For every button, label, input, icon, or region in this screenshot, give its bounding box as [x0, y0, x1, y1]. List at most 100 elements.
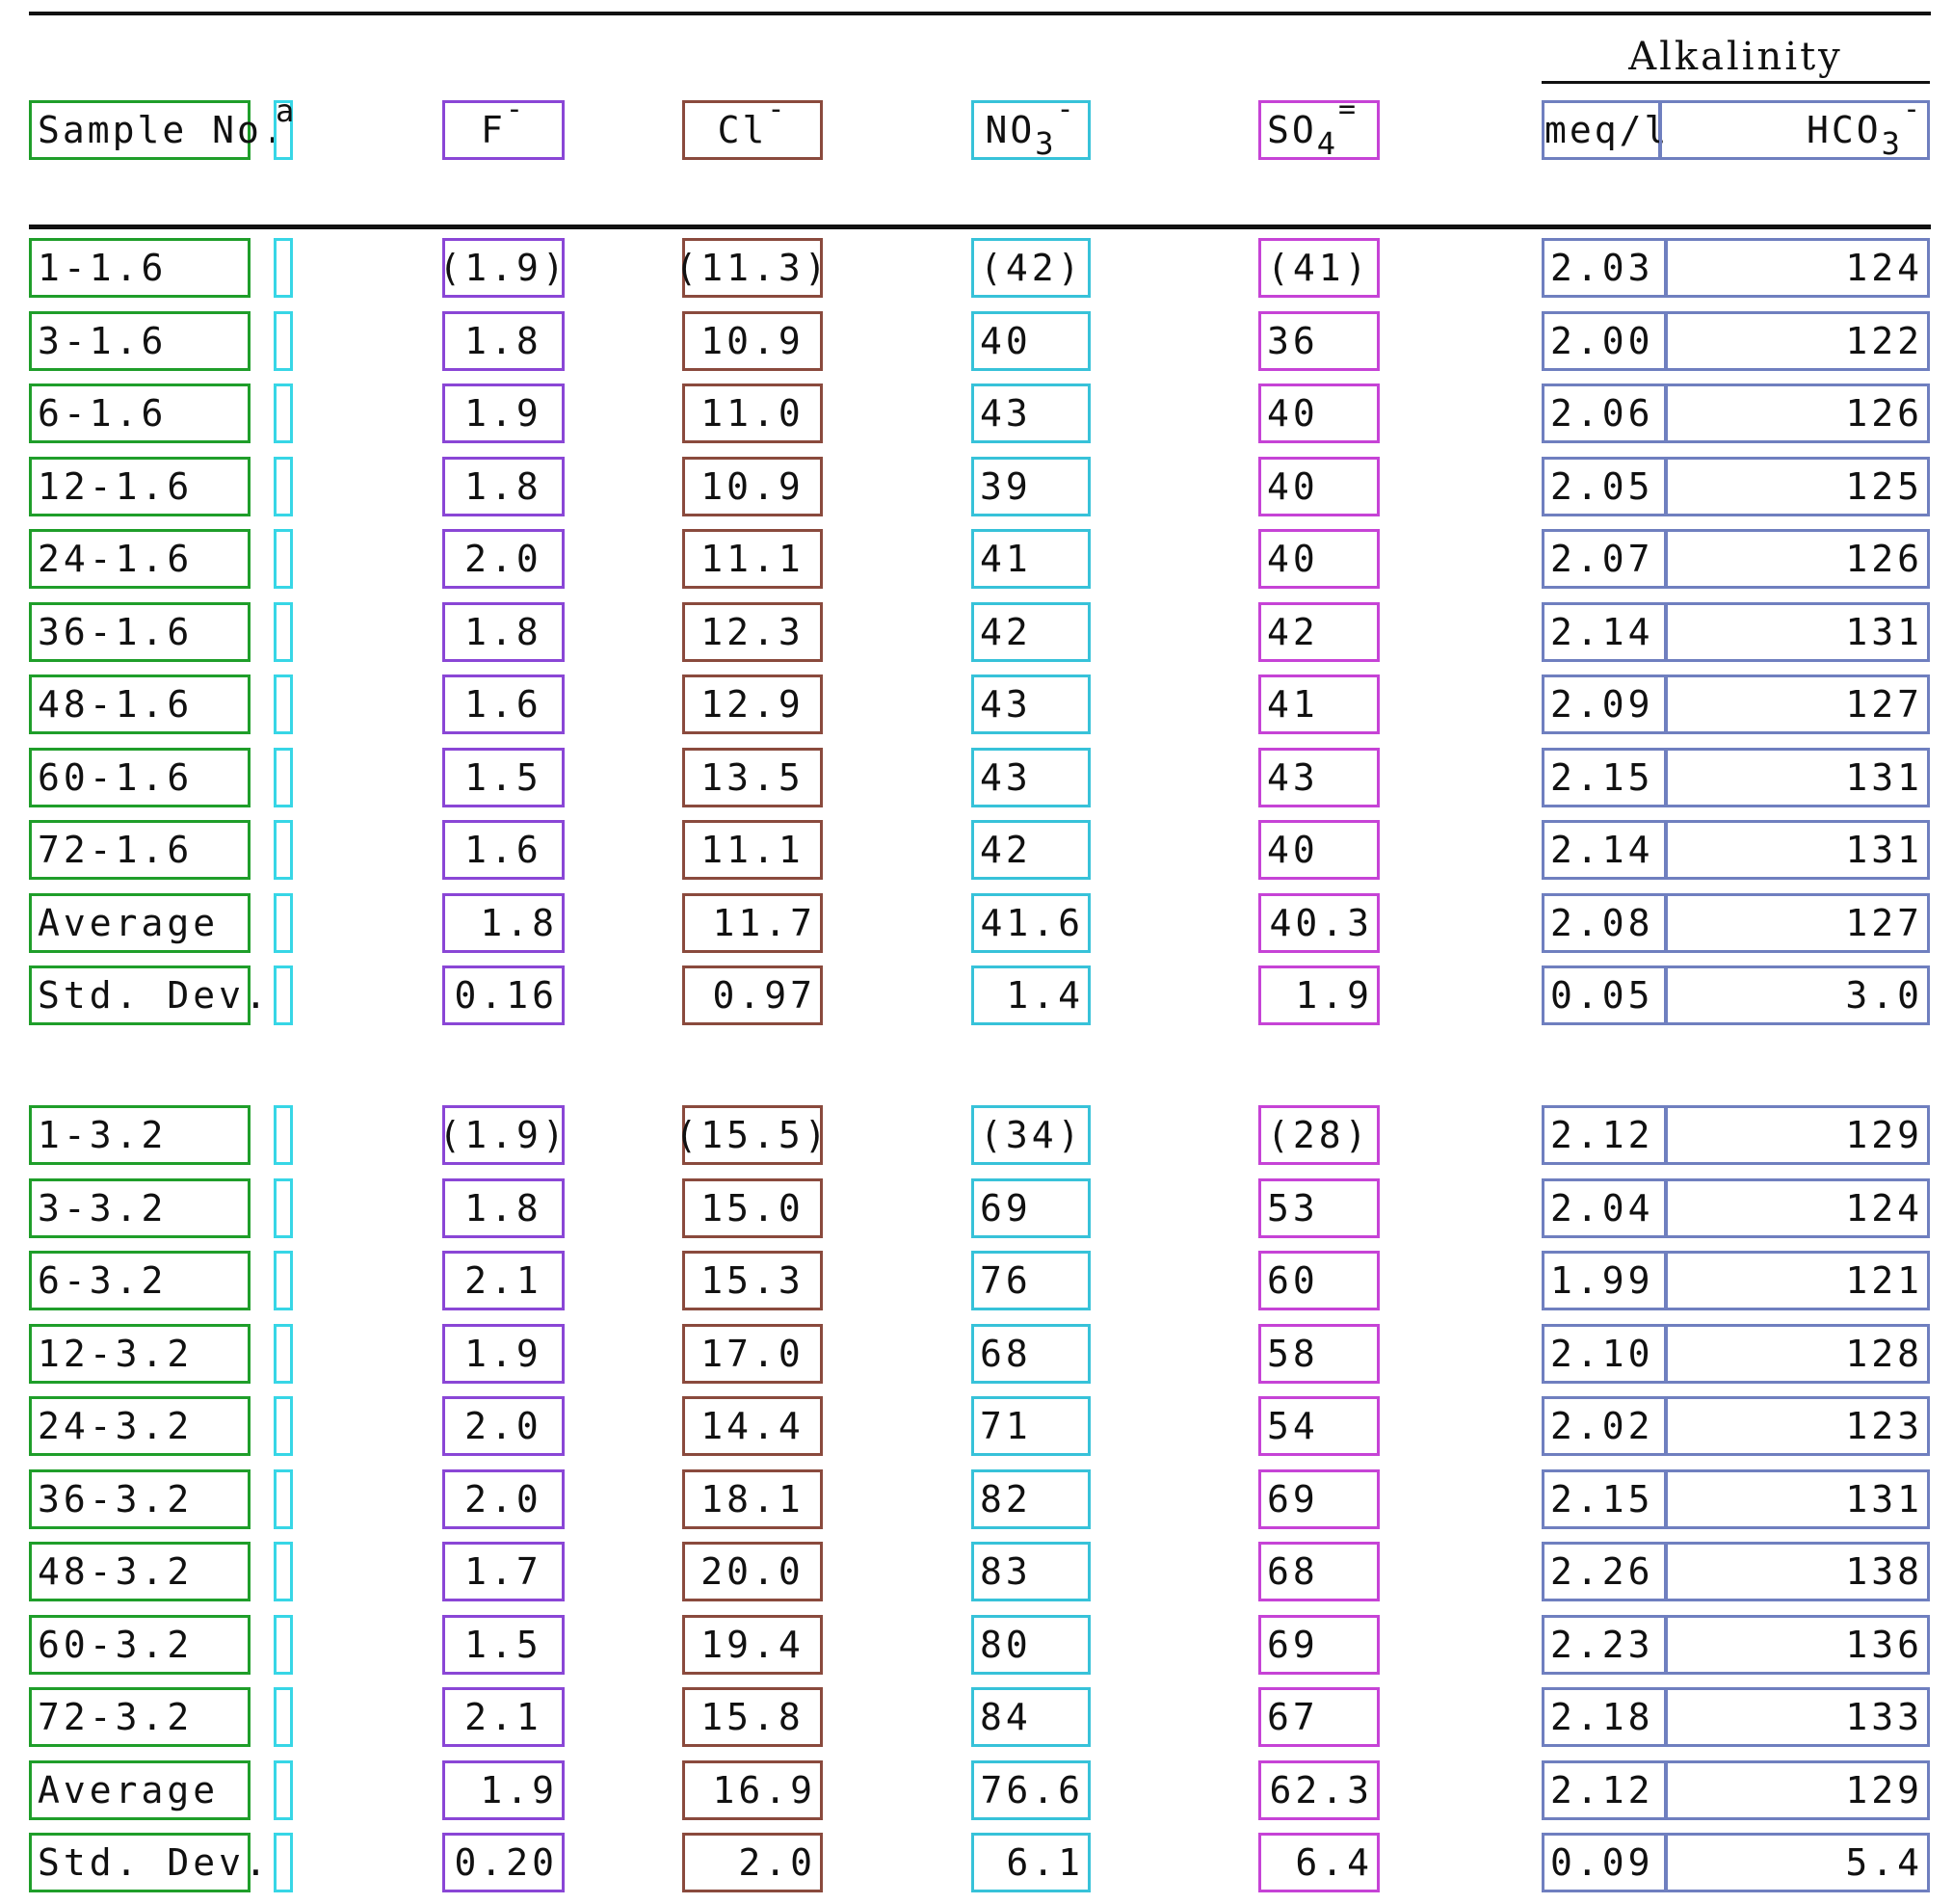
table-row-so4-value: 67: [1267, 1696, 1319, 1738]
table-row-sample-cell: 72-1.6: [29, 820, 251, 880]
table-row-so4-cell: 69: [1258, 1615, 1380, 1675]
table-row-sample-cell: 12-1.6: [29, 457, 251, 516]
header-so4-sub: 4: [1316, 125, 1339, 162]
table-row-cl-value: 12.9: [700, 683, 805, 726]
table-row-so4-value: 40: [1267, 392, 1319, 435]
table-row-f-cell: 2.1: [442, 1251, 565, 1310]
table-row-f-cell: (1.9): [438, 238, 565, 298]
table-row-sample-cell: 60-1.6: [29, 748, 251, 807]
table-row-f-value: 1.9: [464, 1333, 542, 1375]
stddev-row-sample-value: Std. Dev.: [38, 974, 271, 1017]
table-row-meq-value: 2.12: [1550, 1114, 1654, 1156]
table-row-cl-cell: 12.9: [682, 674, 823, 734]
table-row-f-value: 1.5: [464, 1624, 542, 1666]
header-f: F-: [442, 93, 565, 160]
table-row-f-value: 1.9: [464, 392, 542, 435]
table-row-no3-value: 42: [980, 611, 1032, 653]
stddev-row-footnote-cell: [274, 1833, 293, 1892]
table-row-footnote-cell: [274, 1615, 293, 1675]
table-row-hco3-cell: 125: [1665, 457, 1930, 516]
table-row-footnote-cell: [274, 1251, 293, 1310]
table-row-meq-cell: 2.00: [1542, 311, 1667, 371]
stddev-row-f-value: 0.20: [454, 1841, 558, 1884]
table-row-meq-value: 2.26: [1550, 1550, 1654, 1593]
table-row-meq-cell: 2.23: [1542, 1615, 1667, 1675]
header-meq: meq/l: [1542, 100, 1666, 160]
table-row-cl-value: 11.0: [700, 392, 805, 435]
stddev-row-meq-cell: 0.05: [1542, 965, 1667, 1025]
table-row-hco3-value: 123: [1845, 1405, 1923, 1447]
stddev-row-cl-value: 0.97: [712, 974, 816, 1017]
table-row-sample-cell: 6-3.2: [29, 1251, 251, 1310]
table-row-cl-value: 13.5: [700, 756, 805, 799]
table-row-no3-value: (34): [980, 1114, 1084, 1156]
table-row-f-cell: 2.0: [442, 1396, 565, 1456]
table-row-cl-cell: 18.1: [682, 1469, 823, 1529]
table-row-hco3-cell: 136: [1665, 1615, 1930, 1675]
table-row-no3-value: (42): [980, 247, 1084, 289]
table-row-sample-value: 72-3.2: [38, 1696, 194, 1738]
table-row-cl-value: 10.9: [700, 465, 805, 508]
stddev-row-meq-value: 0.05: [1550, 974, 1654, 1017]
average-row-cl-value: 11.7: [712, 902, 816, 944]
table-row-sample-cell: 48-1.6: [29, 674, 251, 734]
table-row-hco3-cell: 127: [1665, 674, 1930, 734]
table-row-meq-value: 2.14: [1550, 829, 1654, 871]
table-row-meq-value: 2.07: [1550, 538, 1654, 580]
table-row-f-value: 2.0: [464, 1478, 542, 1521]
table-row-sample-value: 60-3.2: [38, 1624, 194, 1666]
table-row-f-cell: 2.1: [442, 1687, 565, 1747]
table-row-so4-value: 36: [1267, 320, 1319, 362]
average-row-cl-value: 16.9: [712, 1769, 816, 1811]
table-row-meq-cell: 2.03: [1542, 238, 1667, 298]
header-cl-charge: -: [767, 92, 788, 126]
table-row-meq-cell: 2.09: [1542, 674, 1667, 734]
table-row-hco3-value: 122: [1845, 320, 1923, 362]
table-row-sample-cell: 36-1.6: [29, 602, 251, 662]
table-row-meq-value: 1.99: [1550, 1259, 1654, 1302]
table-row-f-value: (1.9): [438, 1114, 568, 1156]
table-row-cl-cell: 14.4: [682, 1396, 823, 1456]
stddev-row-so4-value: 6.4: [1295, 1841, 1373, 1884]
table-row-meq-value: 2.18: [1550, 1696, 1654, 1738]
table-row-no3-cell: 71: [971, 1396, 1091, 1456]
table-row-footnote-cell: [274, 1105, 293, 1165]
table-row-so4-value: 40: [1267, 538, 1319, 580]
table-row-cl-cell: 11.1: [682, 529, 823, 589]
table-row-no3-cell: 84: [971, 1687, 1091, 1747]
stddev-row-no3-value: 6.1: [1006, 1841, 1084, 1884]
table-row-no3-cell: 82: [971, 1469, 1091, 1529]
average-row-no3-value: 41.6: [980, 902, 1084, 944]
table-row-sample-cell: 3-1.6: [29, 311, 251, 371]
table-row-meq-cell: 1.99: [1542, 1251, 1667, 1310]
table-row-meq-cell: 2.14: [1542, 602, 1667, 662]
table-row-sample-value: 6-1.6: [38, 392, 168, 435]
table-row-meq-value: 2.09: [1550, 683, 1654, 726]
stddev-row-footnote-cell: [274, 965, 293, 1025]
table-row-meq-value: 2.02: [1550, 1405, 1654, 1447]
table-row-so4-value: 54: [1267, 1405, 1319, 1447]
header-sample-no-text: Sample No.: [38, 109, 287, 151]
average-row-cl-cell: 16.9: [682, 1760, 823, 1820]
table-row-sample-value: 36-3.2: [38, 1478, 194, 1521]
table-row-cl-cell: 20.0: [682, 1542, 823, 1601]
table-row-hco3-value: 131: [1845, 756, 1923, 799]
table-row-so4-cell: 53: [1258, 1178, 1380, 1238]
stddev-row-f-value: 0.16: [454, 974, 558, 1017]
table-row-no3-cell: 80: [971, 1615, 1091, 1675]
table-row-no3-value: 76: [980, 1259, 1032, 1302]
stddev-row-so4-cell: 1.9: [1258, 965, 1380, 1025]
table-row-sample-cell: 24-3.2: [29, 1396, 251, 1456]
stddev-row-sample-cell: Std. Dev.: [29, 965, 267, 1025]
table-row-f-value: (1.9): [438, 247, 568, 289]
table-row-so4-cell: 42: [1258, 602, 1380, 662]
table-row-so4-value: 40: [1267, 465, 1319, 508]
table-row-cl-value: 17.0: [700, 1333, 805, 1375]
table-row-sample-value: 24-3.2: [38, 1405, 194, 1447]
alkalinity-rule: [1542, 81, 1930, 84]
table-row-footnote-cell: [274, 383, 293, 443]
stddev-row-no3-cell: 1.4: [971, 965, 1091, 1025]
table-row-so4-value: (41): [1267, 247, 1371, 289]
table-row-so4-value: 69: [1267, 1624, 1319, 1666]
